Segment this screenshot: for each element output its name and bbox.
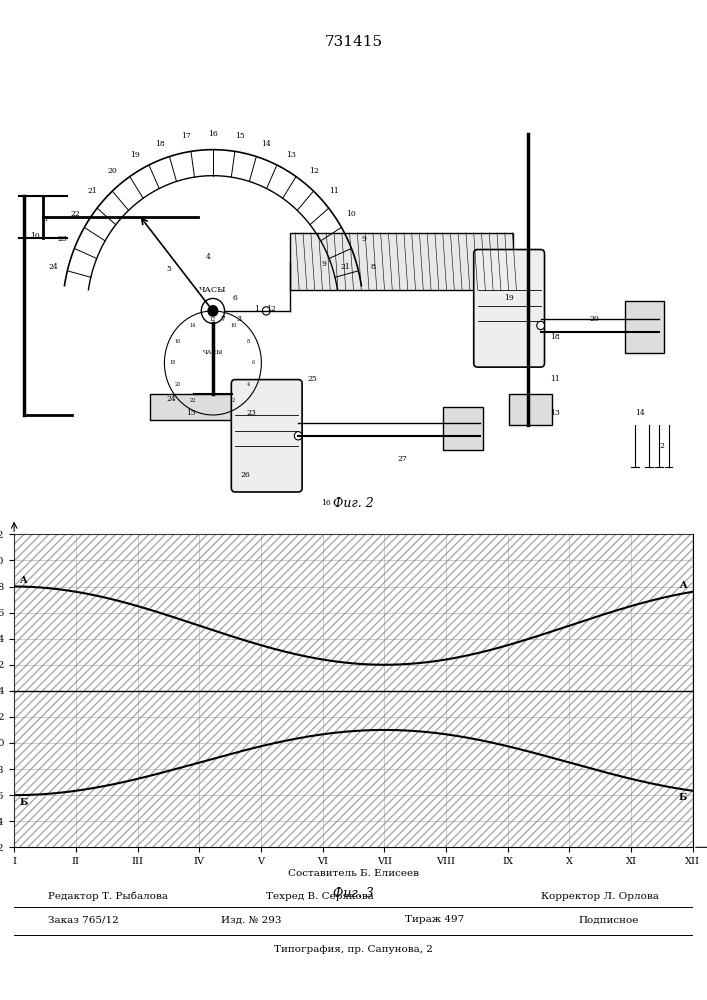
Text: 6: 6 bbox=[233, 294, 238, 302]
FancyBboxPatch shape bbox=[443, 407, 484, 450]
Text: Техред В. Серякова: Техред В. Серякова bbox=[266, 892, 373, 901]
Circle shape bbox=[262, 307, 270, 315]
Text: ЧАСЫ: ЧАСЫ bbox=[199, 286, 227, 294]
Text: 22: 22 bbox=[70, 210, 80, 218]
Text: 18: 18 bbox=[550, 333, 560, 341]
Text: 15: 15 bbox=[186, 409, 195, 417]
Text: Фиг. 3: Фиг. 3 bbox=[333, 887, 374, 900]
Text: 10: 10 bbox=[30, 232, 40, 240]
FancyBboxPatch shape bbox=[150, 394, 276, 420]
Text: 23: 23 bbox=[247, 409, 257, 417]
Text: 12: 12 bbox=[210, 317, 216, 322]
Text: 21: 21 bbox=[341, 263, 351, 271]
Text: 24: 24 bbox=[48, 263, 58, 271]
Text: 3: 3 bbox=[237, 315, 242, 323]
Text: 19: 19 bbox=[130, 151, 139, 159]
Text: 18: 18 bbox=[155, 140, 165, 148]
Text: 14: 14 bbox=[189, 323, 196, 328]
Text: 20: 20 bbox=[589, 315, 599, 323]
Text: 19: 19 bbox=[504, 294, 513, 302]
Text: 5: 5 bbox=[167, 265, 172, 273]
Text: 11: 11 bbox=[329, 187, 339, 195]
Text: 13: 13 bbox=[286, 151, 296, 159]
Text: 24: 24 bbox=[166, 395, 176, 403]
Text: Типография, пр. Сапунова, 2: Типография, пр. Сапунова, 2 bbox=[274, 945, 433, 954]
Text: 20: 20 bbox=[175, 382, 181, 387]
Text: 26: 26 bbox=[240, 471, 250, 479]
Text: 8: 8 bbox=[247, 339, 250, 344]
Text: Б: Б bbox=[679, 793, 686, 802]
Text: 10: 10 bbox=[230, 323, 236, 328]
Text: 8: 8 bbox=[42, 215, 47, 223]
Text: 11: 11 bbox=[550, 375, 560, 383]
Circle shape bbox=[537, 321, 544, 330]
Text: 16: 16 bbox=[175, 339, 181, 344]
Text: Тираж 497: Тираж 497 bbox=[405, 915, 464, 924]
Text: 2: 2 bbox=[660, 442, 665, 450]
FancyBboxPatch shape bbox=[474, 250, 544, 367]
Text: 18: 18 bbox=[169, 360, 175, 365]
Text: Изд. № 293: Изд. № 293 bbox=[221, 915, 282, 924]
Text: A: A bbox=[19, 576, 27, 585]
Text: 27: 27 bbox=[397, 455, 407, 463]
Circle shape bbox=[208, 306, 218, 316]
Text: Корректор Л. Орлова: Корректор Л. Орлова bbox=[541, 892, 659, 901]
Text: 4: 4 bbox=[247, 382, 250, 387]
Text: 4: 4 bbox=[206, 253, 211, 261]
Text: Заказ 765/12: Заказ 765/12 bbox=[48, 915, 119, 924]
Text: 14: 14 bbox=[262, 140, 271, 148]
FancyBboxPatch shape bbox=[231, 380, 302, 492]
Text: 7: 7 bbox=[220, 315, 225, 323]
Text: 6: 6 bbox=[252, 360, 255, 365]
Text: 21: 21 bbox=[87, 187, 97, 195]
Text: 14: 14 bbox=[635, 409, 644, 417]
Text: 12: 12 bbox=[267, 305, 276, 313]
Text: 13: 13 bbox=[550, 409, 560, 417]
Circle shape bbox=[294, 432, 302, 440]
Text: 16: 16 bbox=[322, 499, 331, 507]
Text: Фиг. 2: Фиг. 2 bbox=[333, 497, 374, 510]
Text: 731415: 731415 bbox=[325, 35, 382, 49]
FancyBboxPatch shape bbox=[508, 394, 552, 425]
Text: Составитель Б. Елисеев: Составитель Б. Елисеев bbox=[288, 869, 419, 878]
Text: Подписное: Подписное bbox=[578, 915, 638, 924]
Text: 15: 15 bbox=[235, 132, 245, 140]
Text: A: A bbox=[679, 581, 686, 590]
Text: 8: 8 bbox=[370, 263, 375, 271]
FancyBboxPatch shape bbox=[291, 233, 513, 290]
Text: 17: 17 bbox=[181, 132, 191, 140]
Text: 9: 9 bbox=[322, 260, 327, 268]
Text: 9: 9 bbox=[361, 235, 366, 243]
Text: 12: 12 bbox=[309, 167, 319, 175]
Text: 10: 10 bbox=[346, 210, 356, 218]
Text: ЧАСЫ: ЧАСЫ bbox=[203, 350, 223, 355]
Text: 16: 16 bbox=[208, 130, 218, 138]
Text: 23: 23 bbox=[57, 235, 67, 243]
FancyBboxPatch shape bbox=[625, 301, 664, 353]
Text: Б: Б bbox=[19, 798, 28, 807]
Text: Редактор Т. Рыбалова: Редактор Т. Рыбалова bbox=[48, 892, 168, 901]
Text: 2: 2 bbox=[232, 398, 235, 403]
Text: 1: 1 bbox=[254, 305, 259, 313]
Text: 20: 20 bbox=[107, 167, 117, 175]
Text: 22: 22 bbox=[189, 398, 196, 403]
Text: 25: 25 bbox=[308, 375, 317, 383]
